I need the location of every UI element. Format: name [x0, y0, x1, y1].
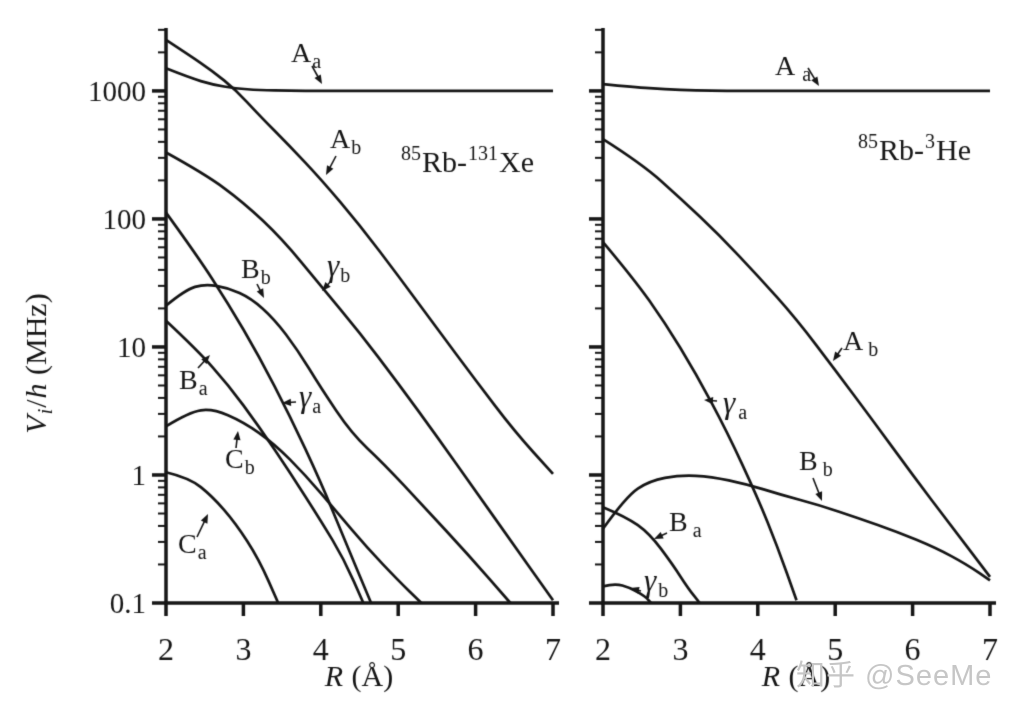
- watermark: 知乎 @SeeMe: [796, 660, 993, 692]
